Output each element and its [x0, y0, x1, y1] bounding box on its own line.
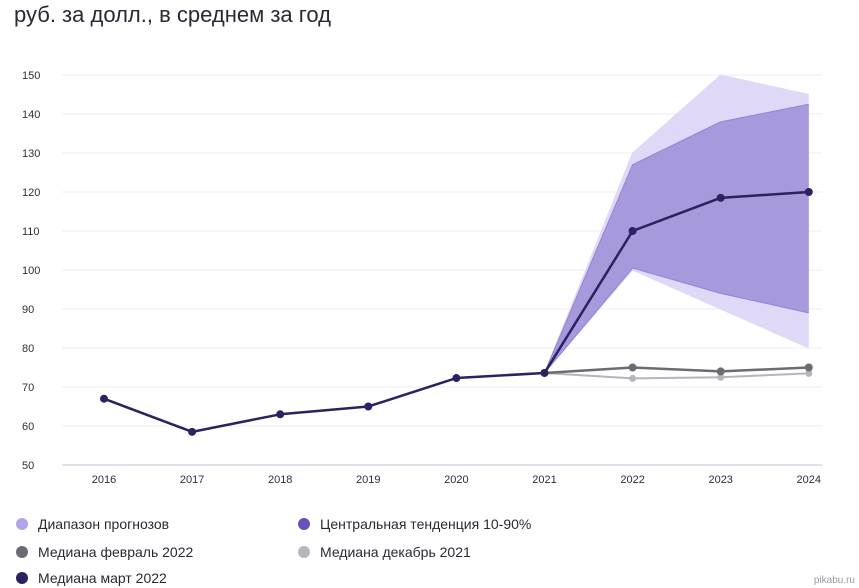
forecast-chart: 50 60 70 80 90 100 110 120 130 140 150 2016 2017 2018…: [22, 70, 822, 486]
legend-item-central: Центральная тенденция 10-90%: [298, 516, 531, 532]
y-tick-label-120: 120: [22, 187, 40, 199]
chart-title: руб. за долл., в среднем за год: [14, 2, 331, 27]
series-march-2022-point-2019: [364, 402, 373, 411]
x-tick-label-2024: 2024: [797, 474, 821, 486]
x-tick-label-2023: 2023: [708, 474, 732, 486]
series-feb-2022-point-2022: [628, 363, 637, 372]
legend-label-dec: Медиана декабрь 2021: [320, 544, 471, 560]
series-dec-2021-point-2024: [805, 369, 813, 377]
series-march-2022-point-2017: [188, 427, 197, 436]
y-tick-label-140: 140: [22, 109, 40, 121]
series-march-2022-point-2022: [628, 227, 637, 235]
y-tick-label-50: 50: [22, 460, 34, 472]
series-march-2022-point-2020: [452, 374, 461, 383]
legend-swatch-feb: [16, 546, 28, 558]
y-tick-label-80: 80: [22, 343, 34, 355]
watermark: pikabu.ru: [813, 575, 855, 586]
band-forecast-range-upper-edge: [544, 74, 809, 374]
y-tick-label-100: 100: [22, 265, 40, 277]
y-tick-label-70: 70: [22, 382, 34, 394]
series-feb-2022-line: [543, 366, 811, 375]
series-march-2022-point-2024: [804, 188, 813, 196]
series-march-2022-point-2016: [100, 394, 108, 403]
legend-item-feb: Медиана февраль 2022: [16, 544, 193, 560]
legend-label-central: Центральная тенденция 10-90%: [320, 516, 532, 532]
legend-label-feb: Медиана февраль 2022: [38, 544, 194, 560]
series-feb-2022-point-2023: [716, 367, 725, 376]
series-march-2022-point-2023: [716, 193, 725, 202]
legend-swatch-central: [298, 518, 310, 530]
legend-swatch-range: [16, 518, 28, 530]
legend-label-march: Медиана март 2022: [38, 570, 167, 586]
series-dec-2021-point-2023: [717, 373, 725, 381]
band-forecast-range-lower-edge: [544, 269, 810, 374]
x-tick-label-2020: 2020: [444, 474, 468, 486]
y-tick-label-150: 150: [22, 70, 40, 82]
band-central-tendency-lower-edge: [544, 267, 809, 374]
x-tick-label-2019: 2019: [356, 474, 380, 486]
series-dec-2021-point-2022: [629, 374, 637, 382]
y-tick-label-90: 90: [22, 304, 34, 316]
series-feb-2022-point-2024: [804, 363, 813, 372]
y-tick-label-60: 60: [22, 421, 34, 433]
series-dec-2021-line: [543, 371, 810, 380]
y-tick-label-110: 110: [22, 226, 40, 238]
legend-item-march: Медиана март 2022: [16, 570, 167, 586]
legend-label-range: Диапазон прогнозов: [38, 516, 170, 532]
legend-swatch-march: [16, 572, 28, 584]
band-central-tendency-upper-edge: [544, 103, 809, 374]
x-tick-label-2018: 2018: [268, 474, 292, 486]
y-tick-label-130: 130: [22, 148, 40, 160]
legend-swatch-dec: [298, 546, 310, 558]
band-central-tendency: [544, 104, 809, 373]
series-march-2022-point-2018: [276, 410, 285, 419]
x-tick-label-2017: 2017: [180, 474, 204, 486]
series-march-2022-point-2021: [540, 368, 549, 377]
x-tick-label-2022: 2022: [620, 474, 644, 486]
x-tick-label-2021: 2021: [532, 474, 556, 486]
legend-item-dec: Медиана декабрь 2021: [298, 544, 471, 560]
x-tick-label-2016: 2016: [92, 474, 116, 486]
legend-item-range: Диапазон прогнозов: [16, 516, 169, 532]
